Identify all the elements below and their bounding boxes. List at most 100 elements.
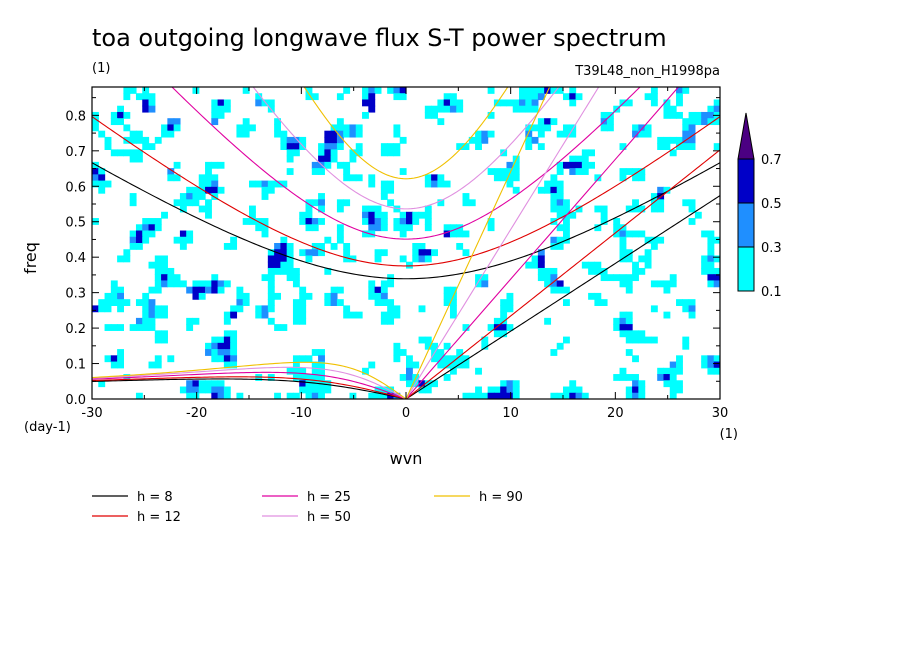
field-cell bbox=[475, 130, 482, 138]
field-cell bbox=[292, 149, 300, 157]
field-cell bbox=[531, 99, 539, 107]
field-cell bbox=[98, 180, 106, 188]
field-cell bbox=[368, 180, 376, 188]
field-cell bbox=[311, 361, 319, 369]
field-cell bbox=[211, 161, 219, 169]
field-cell bbox=[569, 124, 577, 132]
field-cell bbox=[374, 249, 382, 257]
field-cell bbox=[707, 355, 715, 363]
field-cell bbox=[280, 249, 288, 257]
inertia-gravity-curve-1 bbox=[92, 116, 720, 267]
field-cell bbox=[449, 99, 457, 107]
field-cell bbox=[682, 305, 690, 313]
field-cell bbox=[217, 380, 225, 388]
field-cell bbox=[443, 342, 451, 350]
field-cell bbox=[161, 336, 168, 344]
field-cell bbox=[117, 361, 124, 369]
field-cell bbox=[638, 380, 646, 388]
field-cell bbox=[531, 124, 539, 132]
field-cell bbox=[594, 174, 602, 182]
field-cell bbox=[556, 224, 564, 232]
field-cell bbox=[110, 355, 118, 363]
field-cell bbox=[318, 193, 325, 200]
field-cell bbox=[650, 193, 658, 200]
field-cell bbox=[594, 299, 602, 306]
field-cell bbox=[230, 311, 238, 319]
field-cell bbox=[92, 124, 99, 132]
field-cell bbox=[123, 149, 131, 157]
field-cell bbox=[493, 317, 501, 325]
field-cell bbox=[230, 355, 238, 363]
field-cell bbox=[374, 286, 382, 294]
field-cell bbox=[563, 124, 570, 132]
field-cell bbox=[569, 168, 577, 175]
field-cell bbox=[236, 392, 244, 399]
field-cell bbox=[205, 286, 212, 294]
field-cell bbox=[217, 286, 225, 294]
field-cell bbox=[267, 180, 275, 188]
field-cell bbox=[569, 155, 577, 163]
field-cell bbox=[223, 280, 231, 288]
field-cell bbox=[336, 299, 344, 306]
field-cell bbox=[292, 267, 300, 275]
field-cell bbox=[556, 243, 564, 250]
field-cell bbox=[638, 255, 646, 263]
field-cell bbox=[393, 205, 401, 213]
field-cell bbox=[230, 243, 238, 250]
field-cell bbox=[600, 111, 608, 119]
field-cell bbox=[431, 105, 438, 113]
field-cell bbox=[330, 155, 338, 163]
field-cell bbox=[600, 218, 608, 225]
field-cell bbox=[688, 136, 696, 144]
field-cell bbox=[167, 280, 175, 288]
field-cell bbox=[362, 93, 369, 101]
colorbar-label: 0.5 bbox=[761, 197, 782, 212]
field-cell bbox=[198, 280, 206, 288]
field-cell bbox=[575, 205, 583, 213]
field-cell bbox=[286, 249, 294, 257]
field-cell bbox=[493, 392, 501, 399]
field-cell bbox=[380, 249, 388, 257]
field-cell bbox=[336, 286, 344, 294]
field-cell bbox=[261, 218, 269, 225]
field-cell bbox=[713, 99, 720, 107]
x-tick-label: -20 bbox=[186, 406, 207, 421]
kelvin-rossby-curve-1 bbox=[92, 149, 720, 399]
field-cell bbox=[475, 386, 482, 394]
field-cell bbox=[493, 386, 501, 394]
field-cell bbox=[406, 261, 413, 269]
field-cell bbox=[619, 317, 627, 325]
field-cell bbox=[588, 149, 595, 157]
field-cell bbox=[563, 286, 570, 294]
field-cell bbox=[179, 193, 187, 200]
field-cell bbox=[424, 386, 432, 394]
field-cell bbox=[688, 118, 696, 126]
field-cell bbox=[657, 136, 665, 144]
field-cell bbox=[669, 367, 677, 375]
field-cell bbox=[117, 324, 124, 331]
field-cell bbox=[368, 280, 376, 288]
field-cell bbox=[148, 99, 156, 107]
field-cell bbox=[525, 143, 533, 150]
field-cell bbox=[292, 367, 300, 375]
field-cell bbox=[632, 230, 639, 238]
field-cell bbox=[581, 261, 589, 269]
field-cell bbox=[135, 130, 143, 138]
field-cell bbox=[305, 199, 313, 207]
field-cell bbox=[506, 161, 514, 169]
field-cell bbox=[186, 230, 194, 238]
field-cell bbox=[318, 361, 325, 369]
field-cell bbox=[286, 392, 294, 399]
field-cell bbox=[242, 124, 250, 132]
x-tick-label: -10 bbox=[291, 406, 312, 421]
field-cell bbox=[707, 249, 715, 257]
field-cell bbox=[537, 143, 545, 150]
field-cell bbox=[217, 355, 225, 363]
field-cell bbox=[525, 87, 533, 94]
field-cell bbox=[374, 392, 382, 399]
field-cell bbox=[161, 267, 168, 275]
field-cell bbox=[537, 87, 545, 94]
field-cell bbox=[544, 118, 552, 126]
field-cell bbox=[619, 224, 627, 232]
field-cell bbox=[249, 218, 256, 225]
